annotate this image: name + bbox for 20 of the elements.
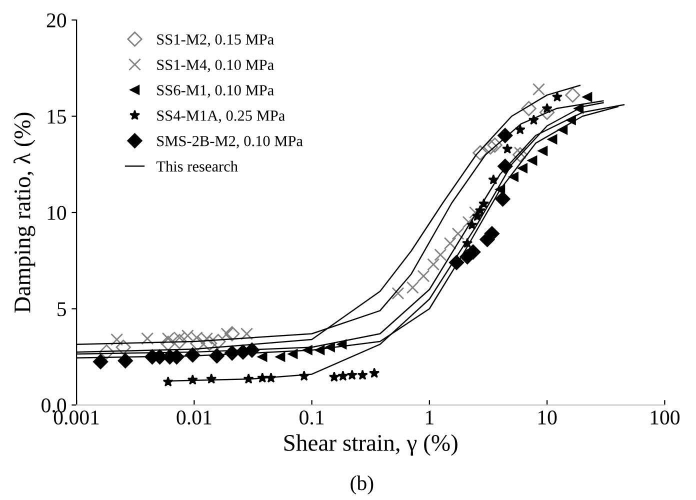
y-tick-label: 20: [46, 13, 66, 28]
legend-label: SS4-M1A, 0.25 MPa: [157, 110, 285, 124]
y-tick-label: 10: [48, 206, 66, 220]
x-tick-label: 0.001: [54, 410, 99, 425]
legend-label: SS1-M4, 0.10 MPa: [157, 60, 274, 72]
y-axis-title: Damping ratio, λ (%): [14, 112, 36, 313]
y-tick-label: 5: [58, 302, 66, 316]
x-tick-label: 1: [426, 410, 434, 424]
x-tick-label: 10: [538, 410, 557, 425]
y-tick-label: 15: [48, 110, 66, 124]
y-tick-label: 0.0: [42, 398, 66, 413]
x-tick-label: 100: [650, 410, 680, 425]
text: (b): [350, 476, 374, 494]
x-tick-label: 0.1: [300, 410, 324, 425]
x-tick-label: 0.01: [176, 410, 212, 425]
x-axis-title: Shear strain, γ (%): [284, 434, 458, 456]
legend-label: This research: [156, 160, 238, 172]
legend-label: SS6-M1, 0.10 MPa: [157, 85, 274, 98]
legend-label: SS1-M2, 0.15 MPa: [157, 34, 274, 47]
legend-label: SMS-2B-M2, 0.10 MPa: [157, 136, 303, 148]
